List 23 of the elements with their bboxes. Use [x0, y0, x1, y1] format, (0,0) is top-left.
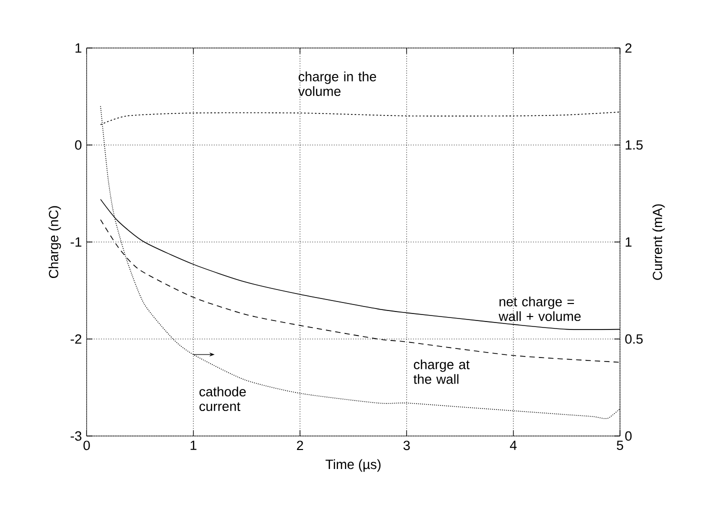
x-tick-label: 3	[403, 440, 410, 450]
x-tick-label: 0	[83, 440, 90, 450]
y-axis-title: Charge (nC)	[48, 206, 61, 278]
y-tick-label: 1	[76, 43, 82, 53]
annotation: cathode current	[200, 386, 246, 412]
y2-tick-label: 0	[625, 431, 632, 441]
x-tick-label: 2	[296, 440, 304, 450]
y2-tick-label: 2	[625, 43, 632, 53]
y2-tick-label: 1	[626, 237, 632, 247]
annotation: charge in the volume	[298, 72, 376, 96]
x-tick-label: 1	[190, 440, 196, 450]
y2-tick-label: 1.5	[626, 140, 643, 150]
y-tick-label: 0	[75, 140, 82, 150]
annotation: net charge = wall + volume	[498, 296, 581, 322]
y2-tick-label: 0.5	[625, 334, 643, 344]
annotation: charge at the wall	[414, 359, 470, 384]
y-tick-label: -3	[70, 431, 82, 441]
x-tick-label: 5	[616, 440, 624, 450]
x-tick-label: 4	[510, 440, 517, 450]
y2-axis-title: Current (mA)	[652, 204, 665, 280]
y-tick-label: -2	[70, 334, 82, 344]
y-tick-label: -1	[70, 237, 82, 247]
x-axis-title: Time (µs)	[326, 459, 381, 472]
